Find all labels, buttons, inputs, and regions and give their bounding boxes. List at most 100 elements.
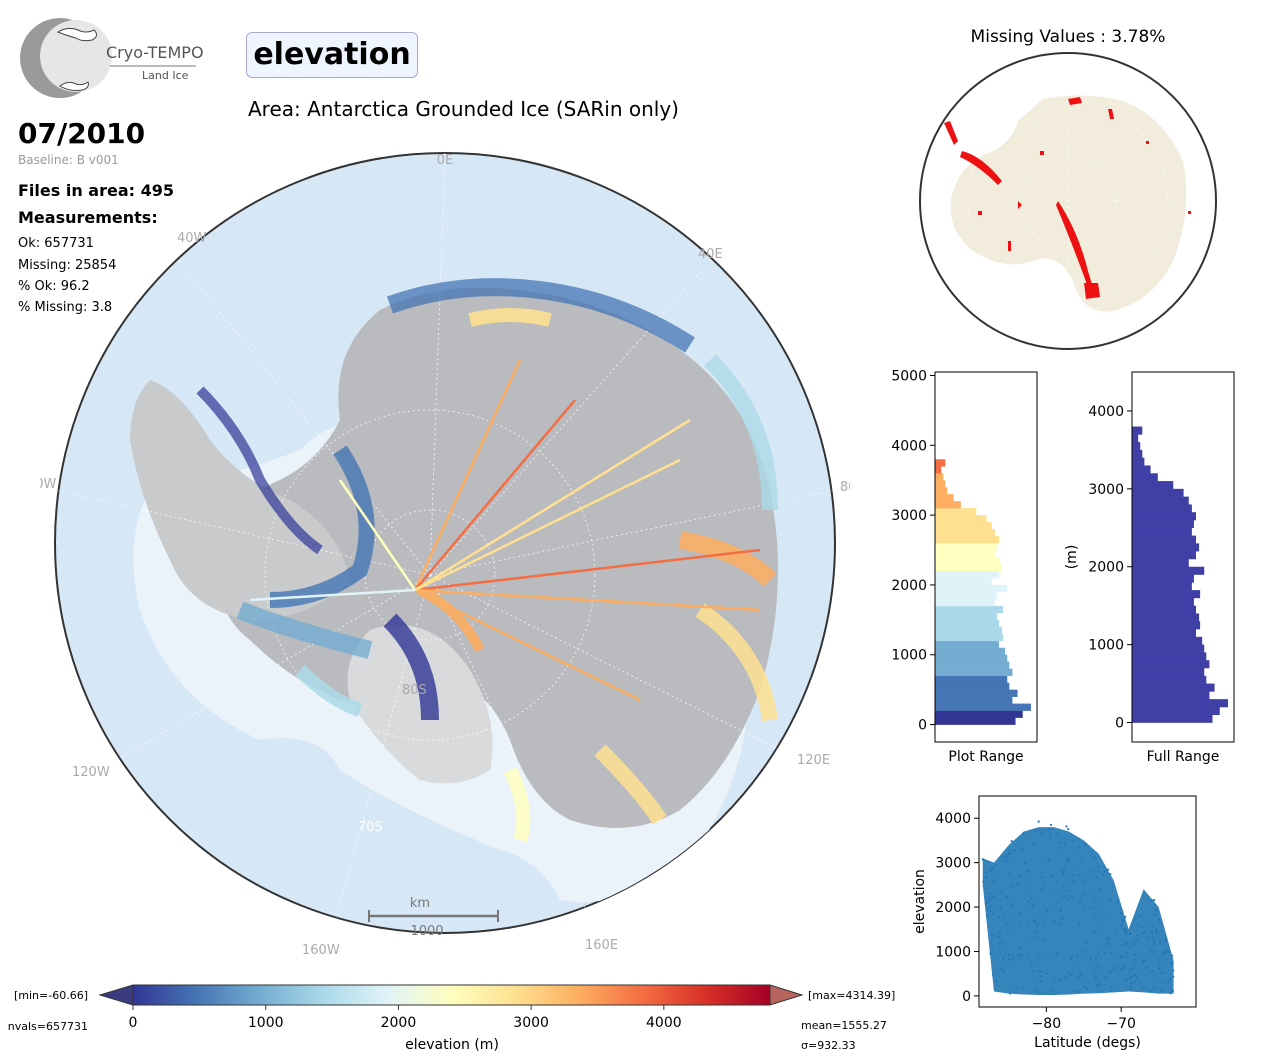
scatter-point — [1125, 942, 1128, 945]
scatter-point — [1161, 953, 1164, 956]
scatter-point — [1084, 843, 1087, 846]
scatter-point — [1155, 909, 1158, 912]
scatter-point — [1048, 837, 1051, 840]
colorbar-min-text: [min=-60.66] — [14, 989, 88, 1002]
scatter-point — [1095, 875, 1098, 879]
histogram-bar — [1132, 668, 1205, 677]
scatter-point — [1138, 915, 1142, 918]
histogram-bar — [935, 647, 1006, 656]
histogram-bar — [1132, 512, 1196, 521]
scatter-point — [1062, 871, 1065, 874]
scatter-point — [1081, 880, 1085, 883]
histogram-bar — [935, 515, 987, 523]
elevation-interior-tracks — [249, 359, 761, 702]
scatter-point — [998, 942, 1001, 945]
histogram-tick-label: 3000 — [1088, 482, 1124, 498]
scatter-point — [1076, 955, 1079, 958]
scatter-point — [1078, 873, 1081, 876]
scatter-point — [1021, 987, 1024, 990]
scatter-point — [1008, 872, 1011, 876]
scatter-point — [991, 880, 995, 883]
scatter-point — [1158, 967, 1161, 970]
scatter-point — [1008, 992, 1012, 995]
scatter-point — [1136, 938, 1139, 941]
histogram-bar — [935, 480, 946, 488]
scatter-point — [1006, 853, 1009, 857]
scatter-point — [1063, 867, 1066, 870]
scatter-ytick-label: 4000 — [935, 811, 971, 827]
histogram-bar — [1132, 520, 1194, 529]
scatter-point — [1092, 931, 1096, 934]
scatter-point — [1067, 971, 1070, 974]
scatter-point — [1052, 980, 1055, 983]
scatter-point — [1010, 840, 1013, 843]
elevation-colorbar: 0 1000 2000 3000 4000 elevation (m) [min=-60… — [8, 984, 895, 1053]
scatter-point — [1131, 967, 1134, 970]
histogram-bar — [1132, 426, 1143, 435]
histogram-bar — [1132, 496, 1189, 505]
baseline-label: Baseline: B v001 — [18, 153, 119, 167]
scatter-point — [1112, 967, 1115, 970]
svg-text:80S: 80S — [402, 683, 427, 698]
scatter-point — [1149, 948, 1152, 951]
histogram-bar — [1132, 590, 1201, 599]
scatter-point — [1077, 990, 1080, 993]
histogram-bar — [935, 619, 999, 628]
scatter-point — [982, 880, 985, 883]
scatter-point — [989, 869, 993, 872]
parameter-title: elevation — [246, 32, 418, 78]
scatter-point — [1040, 970, 1043, 973]
logo-name: Cryo-TEMPO — [106, 43, 203, 62]
scatter-point — [1104, 952, 1107, 955]
scatter-point — [1034, 829, 1037, 832]
histogram-frame — [934, 371, 1038, 743]
scatter-point — [989, 952, 992, 955]
scatter-point — [1083, 951, 1087, 954]
scatter-point — [1142, 960, 1145, 963]
elevation-coastal-tracks — [196, 278, 778, 843]
scatter-point — [1006, 931, 1010, 934]
scatter-point — [1063, 842, 1066, 845]
scatter-point — [1073, 962, 1076, 965]
scatter-point — [1098, 980, 1101, 983]
scatter-point — [1120, 968, 1123, 971]
histogram-bar — [935, 563, 1003, 572]
colorbar-nvals-text: nvals=657731 — [8, 1020, 88, 1033]
scatter-point — [1089, 868, 1092, 872]
scatter-point — [1153, 940, 1156, 943]
histogram-bar — [1132, 488, 1184, 497]
scatter-point — [1145, 966, 1148, 969]
scatter-point — [1109, 952, 1112, 955]
scatter-point — [1009, 884, 1012, 888]
scatter-point — [1096, 865, 1099, 868]
scatter-point — [985, 871, 988, 874]
histogram-bar — [1132, 706, 1220, 716]
colorbar-tick-label: 3000 — [513, 1015, 549, 1031]
colorbar-tick-label: 0 — [129, 1015, 138, 1031]
scatter-point — [1098, 967, 1101, 970]
histogram-bar — [935, 696, 1013, 704]
scatter-point — [1062, 895, 1065, 898]
scatter-point — [1120, 912, 1123, 915]
scatter-point — [1016, 882, 1019, 885]
scatter-point — [1107, 937, 1110, 940]
scatter-point — [1064, 975, 1067, 978]
date-label: 07/2010 — [18, 117, 146, 150]
scatter-point — [1134, 958, 1137, 962]
scatter-point — [1155, 929, 1158, 932]
scatter-point — [1076, 976, 1079, 979]
scatter-point — [1065, 897, 1068, 900]
scatter-point — [1007, 958, 1010, 961]
histogram-bar — [935, 501, 961, 509]
scatter-point — [1056, 833, 1059, 836]
scatter-point — [992, 912, 995, 915]
scatter-point — [1032, 919, 1035, 922]
scatter-point — [985, 875, 989, 879]
scatter-point — [1147, 988, 1150, 991]
svg-text:80W: 80W — [40, 477, 57, 492]
histogram-bar — [1132, 473, 1158, 482]
scatter-point — [1027, 900, 1030, 904]
scatter-point — [1050, 834, 1053, 837]
scatter-point — [1120, 956, 1123, 959]
scatter-point — [1132, 943, 1135, 946]
